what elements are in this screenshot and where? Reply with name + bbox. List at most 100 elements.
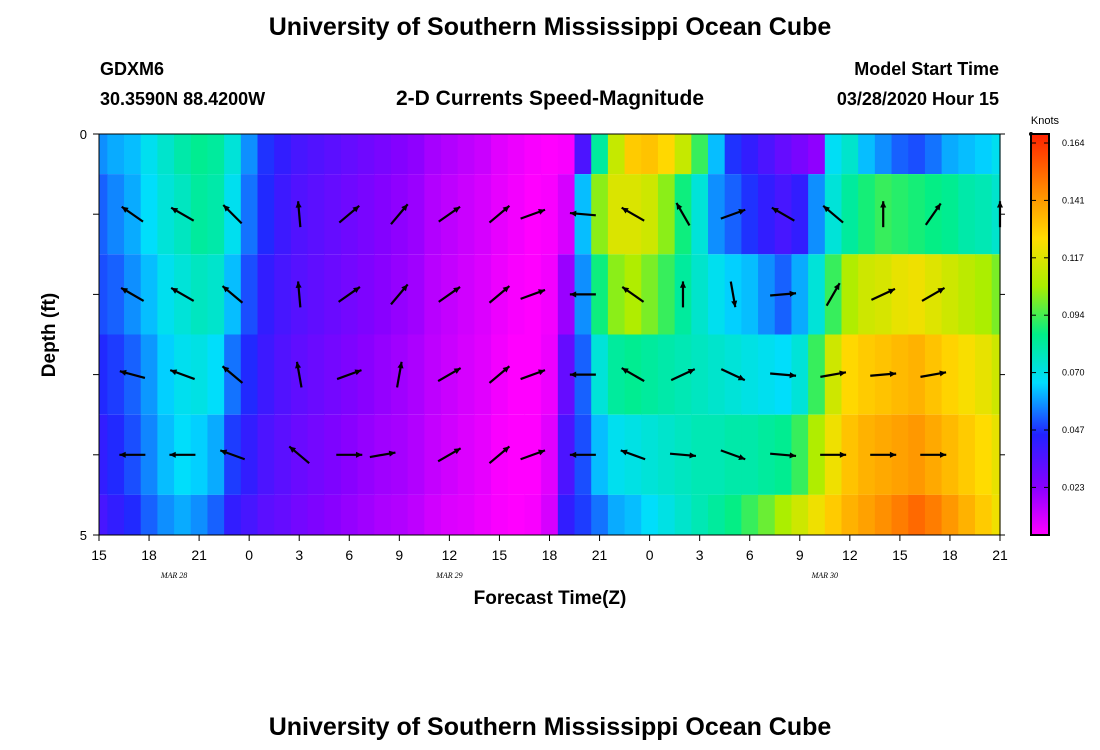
- date-labels: MAR 28 MAR 29 MAR 30: [160, 571, 838, 580]
- heatmap-cell: [557, 254, 576, 335]
- heatmap-cell: [941, 414, 959, 495]
- heatmap-cell: [758, 414, 776, 495]
- heatmap-cell: [657, 174, 676, 255]
- x-tick-label: 18: [942, 547, 958, 563]
- heatmap-cell: [958, 494, 976, 535]
- current-vector: [870, 370, 897, 378]
- heatmap-cell: [908, 134, 926, 175]
- heatmap-cell: [357, 494, 375, 535]
- station-coords: 30.3590N 88.4200W: [100, 89, 265, 109]
- heatmap-cell: [507, 334, 526, 415]
- current-vector: [729, 281, 738, 308]
- heatmap-cell: [274, 174, 292, 255]
- heatmap-cell: [140, 494, 158, 535]
- current-vector: [924, 202, 942, 226]
- heatmap-cell: [791, 494, 809, 535]
- current-vector: [295, 281, 302, 308]
- heatmap-cell: [624, 134, 642, 175]
- colorbar-tick-label: 0.023: [1062, 482, 1085, 492]
- heatmap-cell: [774, 134, 793, 175]
- heatmap-cell: [758, 134, 776, 175]
- current-vector: [569, 210, 596, 217]
- current-vector: [820, 370, 847, 378]
- x-tick-label: 15: [91, 547, 107, 563]
- x-axis-ticks: 15 18 21 0 3 6 9 12 15 18 21 0 3 6 9 12 15 18 21: [91, 535, 1008, 563]
- heatmap-cell: [708, 494, 726, 535]
- heatmap-cell: [891, 134, 909, 175]
- heatmap-cell: [257, 134, 275, 175]
- heatmap-cell: [991, 174, 1001, 255]
- heatmap-cell: [274, 134, 292, 175]
- heatmap-cell: [991, 494, 1001, 535]
- date-label: MAR 30: [811, 571, 838, 580]
- heatmap-cell: [607, 414, 626, 495]
- heatmap-cell: [708, 334, 726, 415]
- heatmap-cell: [841, 494, 859, 535]
- heatmap-cell: [808, 174, 826, 255]
- heatmap-cell: [691, 414, 709, 495]
- heatmap-cell: [107, 254, 125, 335]
- heatmap-cell: [607, 494, 626, 535]
- heatmap-cell: [758, 494, 776, 535]
- current-vector: [488, 285, 511, 304]
- heatmap-cell: [841, 134, 859, 175]
- heatmap-cell: [641, 414, 659, 495]
- current-vector: [720, 368, 746, 382]
- heatmap-cell: [974, 494, 993, 535]
- heatmap-cell: [324, 334, 342, 415]
- heatmap-cell: [157, 134, 175, 175]
- heatmap-cell: [140, 414, 158, 495]
- heatmap-cell: [457, 334, 476, 415]
- heatmap-cell: [207, 174, 225, 255]
- current-vector: [295, 361, 303, 388]
- current-vector: [569, 371, 596, 378]
- heatmap-cell: [507, 254, 526, 335]
- heatmap-cell: [207, 134, 225, 175]
- heatmap-cell: [374, 174, 392, 255]
- heatmap-cell: [491, 134, 509, 175]
- heatmap-cell: [591, 254, 609, 335]
- heatmap-cell: [174, 494, 192, 535]
- heatmap-cell: [407, 174, 425, 255]
- footer-title: University of Southern Mississippi Ocean…: [269, 713, 832, 741]
- heatmap-cell: [424, 134, 442, 175]
- heatmap-cell: [99, 334, 108, 415]
- current-vector: [295, 201, 302, 228]
- chart-subtitle: 2-D Currents Speed-Magnitude: [396, 87, 704, 110]
- heatmap-cell: [557, 334, 576, 415]
- heatmap-cell: [991, 334, 1001, 415]
- heatmap-cell: [741, 414, 759, 495]
- heatmap-cell: [791, 254, 809, 335]
- heatmap-cell: [941, 494, 959, 535]
- heatmap-cell: [708, 134, 726, 175]
- current-vector: [520, 208, 546, 220]
- heatmap-cell: [708, 254, 726, 335]
- current-vector: [669, 452, 697, 459]
- x-axis-label: Forecast Time(Z): [474, 588, 627, 609]
- heatmap-cell: [240, 134, 259, 175]
- heatmap-cell: [257, 494, 275, 535]
- heatmap-cell: [841, 254, 859, 335]
- heatmap-cell: [657, 134, 676, 175]
- current-vector: [771, 206, 795, 222]
- current-vector: [520, 369, 546, 381]
- figure-title: University of Southern Mississippi Ocean…: [269, 13, 832, 41]
- heatmap-cell: [958, 174, 976, 255]
- model-start-value: 03/28/2020 Hour 15: [837, 89, 999, 109]
- heatmap-cell: [574, 134, 592, 175]
- heatmap-cell: [424, 414, 442, 495]
- heatmap-cell: [941, 334, 959, 415]
- x-tick-label: 3: [696, 547, 704, 563]
- heatmap-cell: [157, 414, 175, 495]
- heatmap-cell: [474, 174, 492, 255]
- current-vector: [920, 451, 947, 458]
- heatmap-cell: [357, 334, 375, 415]
- heatmap-cell: [290, 494, 309, 535]
- heatmap-cell: [424, 334, 442, 415]
- heatmap-cell: [824, 134, 843, 175]
- x-tick-label: 3: [295, 547, 303, 563]
- current-vector: [620, 449, 646, 461]
- heatmap-cell: [99, 494, 108, 535]
- heatmap-cell: [207, 494, 225, 535]
- heatmap-cell: [591, 334, 609, 415]
